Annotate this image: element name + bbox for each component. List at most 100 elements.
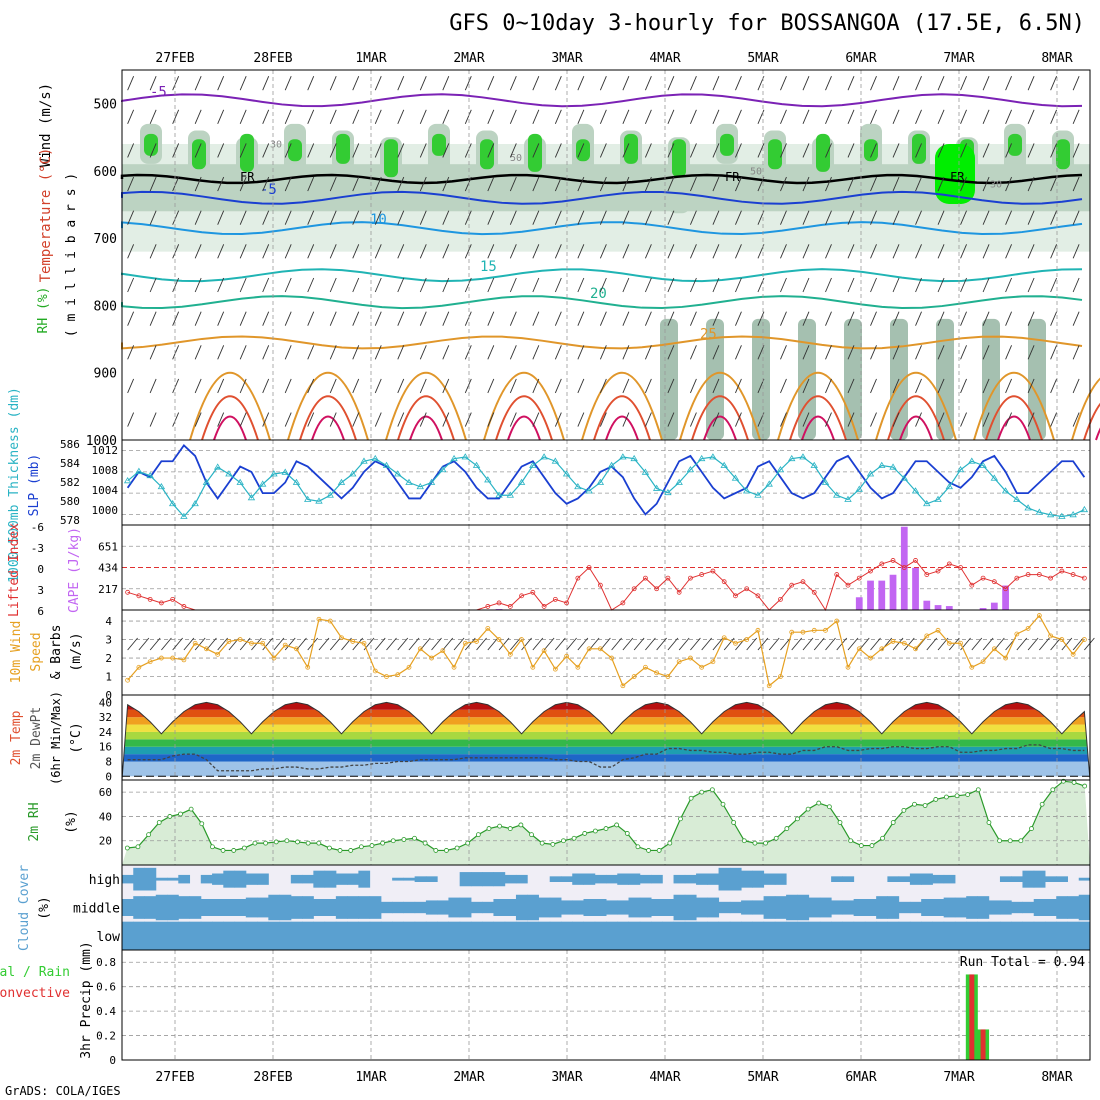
wind-barb: [915, 143, 922, 158]
wind-barb: [870, 412, 877, 427]
wind-barb: [847, 345, 855, 360]
temp-axis-label-1: 2m Temp: [9, 710, 24, 765]
wind-barb: [217, 311, 225, 326]
wind-barb: [307, 311, 315, 326]
freezing-label: FR: [725, 170, 740, 184]
wind-barb: [712, 176, 720, 192]
cloud-cell: [651, 921, 663, 950]
warm-dome-inner: [201, 395, 259, 441]
cloud-cell: [290, 896, 303, 919]
cloud-cell: [425, 900, 438, 915]
wind-barb: [532, 210, 540, 225]
warm-dome: [777, 372, 859, 441]
wind-barb: [532, 143, 540, 158]
rh2m-marker: [135, 844, 141, 850]
wind-barb: [644, 345, 652, 360]
cloud-cell: [572, 921, 584, 950]
cloud-cell: [752, 921, 765, 950]
date-tick-top: 1MAR: [355, 51, 386, 66]
rh2m-marker: [241, 845, 247, 851]
lifted-index-marker: [834, 572, 840, 577]
wind-speed-marker: [519, 637, 524, 642]
cloud-cell: [741, 870, 753, 888]
wind-barb: [1072, 244, 1080, 259]
wind-barb: [870, 109, 877, 124]
wind-barb-10m: [127, 637, 138, 651]
freezing-label: FR: [950, 170, 965, 184]
cape-bar: [979, 608, 987, 610]
thickness-marker: [382, 461, 391, 468]
rh2m-marker: [305, 840, 311, 846]
wind-speed-marker: [305, 664, 311, 670]
lifted-index-marker: [1048, 575, 1054, 581]
wind-barb: [172, 244, 180, 259]
thickness-marker: [349, 470, 357, 477]
cloud-cell: [943, 921, 956, 950]
cape-bar: [912, 567, 919, 610]
wind-barb: [1005, 244, 1012, 259]
thickness-marker: [979, 461, 987, 468]
wind-speed-marker: [462, 640, 468, 646]
cloud-cell: [718, 867, 731, 891]
warm-dome-core: [409, 415, 443, 441]
wind-barb: [172, 210, 180, 225]
wind-barb-10m: [1050, 637, 1061, 651]
wind-barb: [284, 143, 292, 158]
cloud-cell: [223, 870, 236, 888]
rh2m-marker: [741, 838, 747, 844]
cloud-cell: [594, 874, 607, 884]
wind-barb: [397, 210, 405, 225]
wind-barb: [622, 277, 630, 293]
cloud-cell: [279, 921, 292, 950]
rh2m-marker: [954, 793, 960, 799]
wind-barb: [329, 378, 337, 394]
cloud-cell: [819, 921, 832, 950]
wind-speed-marker: [1081, 637, 1087, 642]
wind-speed-marker: [451, 664, 457, 670]
wind-barb-10m: [217, 637, 229, 651]
thickness-marker: [202, 478, 211, 485]
temp-band: [122, 731, 1090, 740]
wind-barb: [712, 345, 720, 360]
thickness-marker: [1069, 511, 1077, 518]
rh2m-marker: [124, 845, 130, 851]
wind-barb: [577, 143, 585, 158]
wind-barb: [892, 109, 900, 124]
cloud-cell: [335, 896, 348, 919]
wind-speed-marker: [699, 664, 705, 670]
wind-barb: [397, 345, 405, 360]
wind-barb: [194, 345, 202, 360]
wind-speed-marker: [744, 637, 750, 642]
wind-barb: [442, 277, 450, 293]
cloud-cell: [493, 921, 506, 950]
cloud-cell: [1078, 894, 1091, 921]
thickness-marker: [619, 453, 627, 460]
cloud-cell: [380, 921, 393, 950]
wind-barb: [960, 210, 967, 225]
wind-barb: [735, 210, 742, 225]
wind-barb: [982, 412, 990, 427]
wind-barb: [509, 412, 517, 427]
wind-barb: [419, 210, 427, 225]
wind-barb: [847, 210, 855, 225]
cloud-cell: [639, 897, 652, 918]
wind-barb: [1027, 412, 1035, 427]
wind-barb: [577, 345, 585, 360]
thickness-marker: [427, 478, 436, 485]
warm-dome: [483, 372, 565, 441]
lifted-index-marker: [575, 575, 581, 581]
cloud-axis-label-1: Cloud Cover: [17, 865, 32, 951]
rh2m-marker: [167, 814, 173, 819]
wind-barb-10m: [397, 637, 409, 651]
wind-barb: [1050, 210, 1058, 225]
wind-barb-10m: [1027, 637, 1039, 651]
wind-barb: [329, 345, 337, 360]
wind-barb: [1027, 76, 1035, 91]
wind-barb: [825, 244, 832, 259]
wind-barb: [667, 277, 675, 293]
rh2m-marker: [880, 835, 885, 841]
wind-barb: [667, 412, 675, 427]
wind-barb: [577, 277, 585, 293]
cloud-cell: [606, 921, 618, 950]
date-tick-top: 4MAR: [649, 51, 680, 66]
